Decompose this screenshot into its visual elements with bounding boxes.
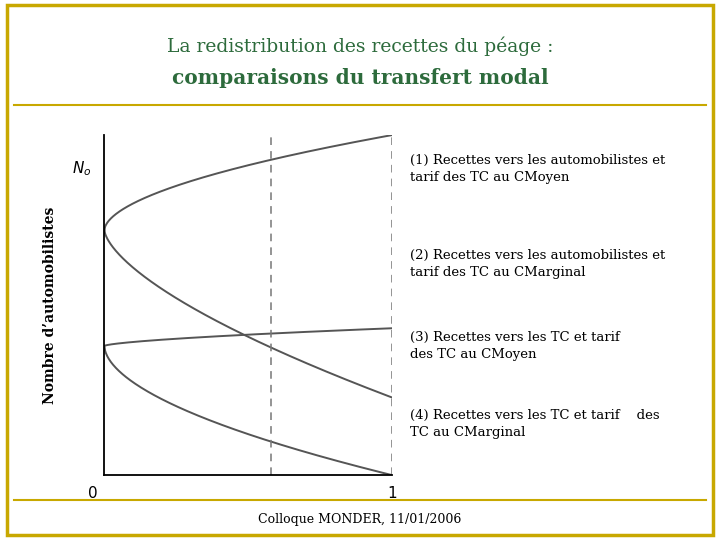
Text: (3) Recettes vers les TC et tarif
des TC au CMoyen: (3) Recettes vers les TC et tarif des TC… (410, 331, 620, 361)
Text: 0: 0 (88, 487, 98, 502)
Text: (4) Recettes vers les TC et tarif    des
TC au CMarginal: (4) Recettes vers les TC et tarif des TC… (410, 409, 660, 439)
Text: 1: 1 (387, 487, 397, 502)
Text: La redistribution des recettes du péage :: La redistribution des recettes du péage … (167, 36, 553, 56)
Text: comparaisons du transfert modal: comparaisons du transfert modal (171, 68, 549, 89)
Text: (2) Recettes vers les automobilistes et
tarif des TC au CMarginal: (2) Recettes vers les automobilistes et … (410, 249, 666, 279)
Text: (1) Recettes vers les automobilistes et
tarif des TC au CMoyen: (1) Recettes vers les automobilistes et … (410, 154, 666, 184)
Text: Colloque MONDER, 11/01/2006: Colloque MONDER, 11/01/2006 (258, 513, 462, 526)
Text: $N_o$: $N_o$ (72, 160, 91, 178)
Text: Nombre d’automobilistes: Nombre d’automobilistes (42, 206, 57, 404)
